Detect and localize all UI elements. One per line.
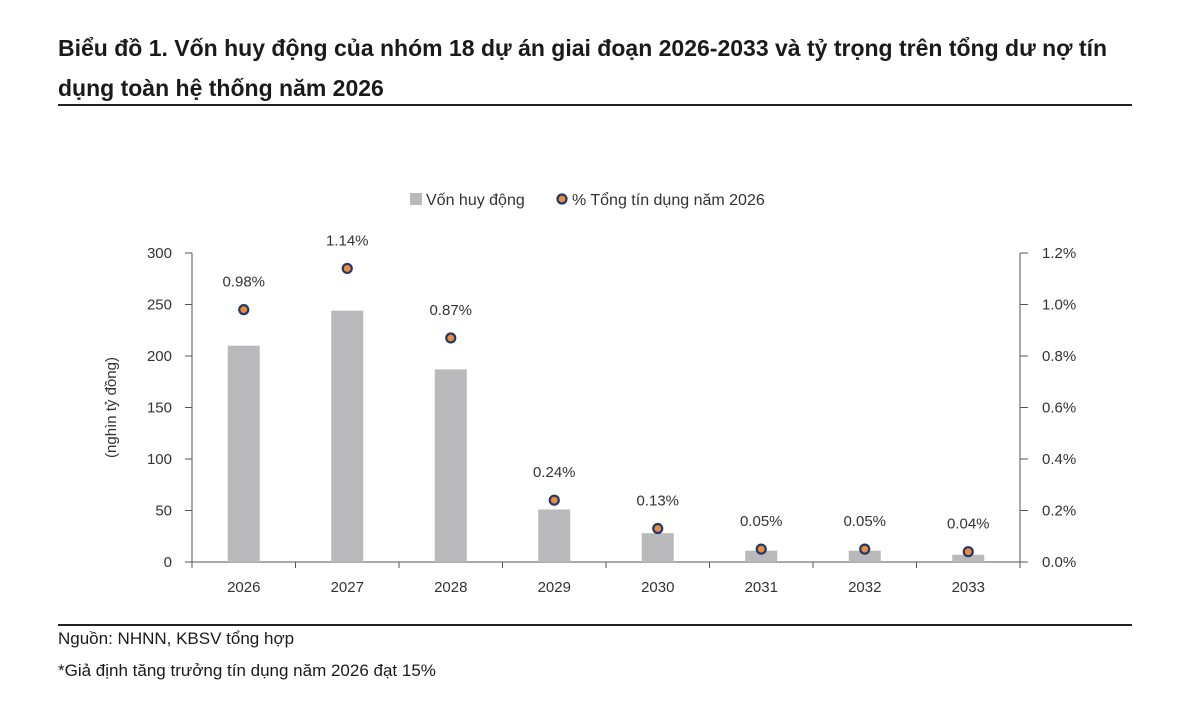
data-label: 0.87% (429, 302, 472, 319)
data-label: 0.05% (740, 513, 783, 530)
y-tick-label: 250 (147, 297, 172, 314)
x-tick-label: 2033 (952, 579, 985, 596)
x-tick-label: 2032 (848, 579, 881, 596)
data-label: 0.05% (843, 513, 886, 530)
data-point (652, 522, 664, 535)
data-label: 0.13% (636, 493, 679, 510)
x-tick-label: 2029 (538, 579, 571, 596)
x-tick-label: 2030 (641, 579, 674, 596)
y-tick-label: 0 (164, 554, 172, 571)
y2-tick-label: 0.8% (1042, 348, 1076, 365)
y-tick-label: 200 (147, 348, 172, 365)
data-point (859, 543, 871, 555)
bar (538, 509, 571, 562)
y2-tick-label: 0.4% (1042, 451, 1076, 468)
data-label: 0.04% (947, 516, 990, 533)
source-text: Nguồn: NHNN, KBSV tổng hợp (58, 629, 295, 648)
y2-tick-label: 0.2% (1042, 503, 1076, 520)
y2-tick-label: 1.0% (1042, 297, 1076, 314)
y-tick-label: 100 (147, 451, 172, 468)
y-tick-label: 50 (155, 503, 172, 520)
y-tick-label: 300 (147, 245, 172, 262)
data-point (962, 546, 974, 558)
legend-label-dots: % Tổng tín dụng năm 2026 (572, 191, 765, 209)
y2-tick-label: 0.6% (1042, 400, 1076, 417)
data-label: 0.98% (222, 274, 265, 291)
bar (227, 345, 260, 562)
legend-label-bars: Vốn huy động (426, 192, 525, 209)
y2-tick-label: 0.0% (1042, 554, 1076, 571)
bar (848, 550, 881, 562)
x-tick-label: 2027 (331, 579, 364, 596)
legend-swatch-bars (410, 193, 422, 205)
data-point (238, 304, 250, 316)
data-point (341, 262, 353, 275)
x-tick-label: 2026 (227, 579, 260, 596)
bar (952, 554, 985, 562)
data-point (755, 543, 767, 555)
bar (745, 550, 778, 562)
chart-title: Biểu đồ 1. Vốn huy động của nhóm 18 dự á… (58, 35, 1108, 101)
y-axis-label: (nghìn tỷ đồng) (103, 357, 120, 458)
y2-tick-label: 1.2% (1042, 245, 1076, 262)
x-tick-label: 2031 (745, 579, 778, 596)
y-tick-label: 150 (147, 400, 172, 417)
x-tick-label: 2028 (434, 579, 467, 596)
bar (641, 533, 674, 562)
legend-swatch-dots (556, 193, 568, 205)
data-point (548, 494, 560, 506)
data-label: 1.14% (326, 232, 369, 249)
source-divider (58, 624, 1132, 626)
bar (331, 310, 364, 562)
data-point (445, 332, 457, 344)
footnote-text: *Giả định tăng trưởng tín dụng năm 2026 … (58, 661, 436, 680)
data-label: 0.24% (533, 464, 576, 481)
title-divider (58, 104, 1132, 106)
bar (434, 369, 467, 562)
